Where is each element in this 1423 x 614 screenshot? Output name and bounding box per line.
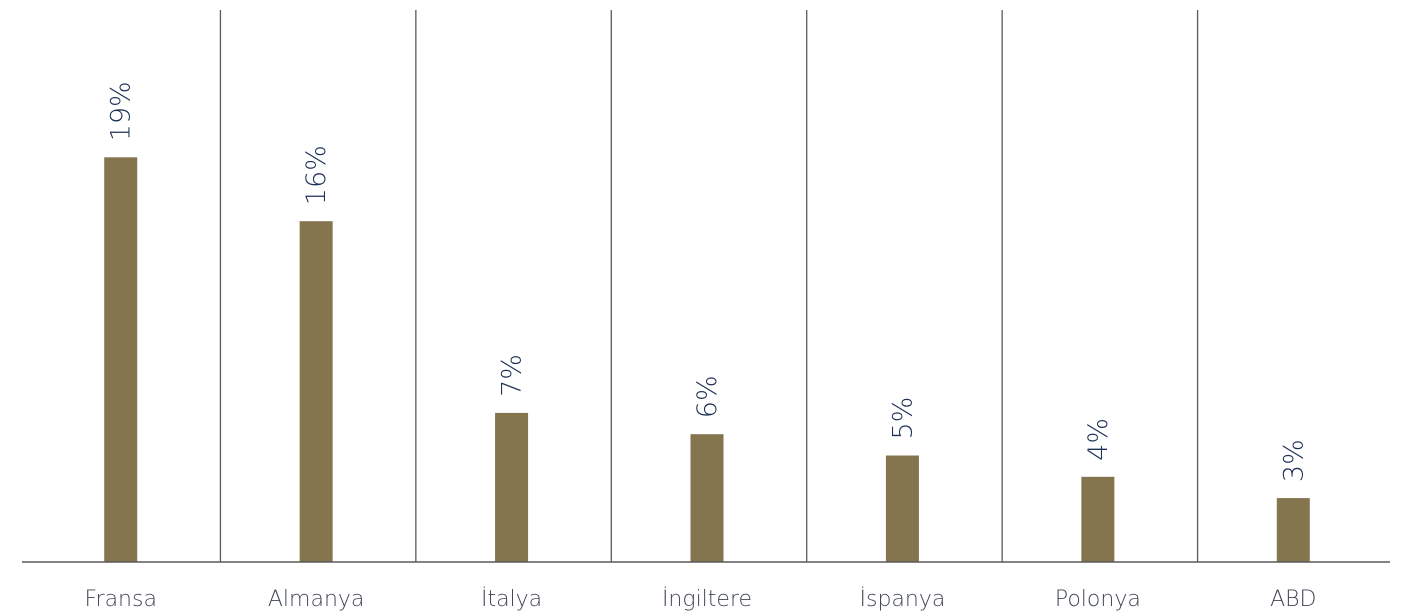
value-label: 6% [692, 375, 723, 418]
bar [495, 412, 529, 562]
bar [1276, 498, 1310, 562]
category-label: İtalya [481, 586, 542, 612]
category-label: Almanya [268, 587, 365, 612]
category-label: Polonya [1055, 587, 1141, 612]
bar [1081, 476, 1115, 562]
value-label: 5% [887, 397, 918, 440]
category-label: Fransa [84, 587, 156, 612]
value-label: 19% [106, 81, 137, 141]
category-label: ABD [1270, 587, 1316, 612]
value-labels: 19% 16% 7% 6% 5% 4% 3% [106, 81, 1310, 482]
bar [690, 434, 724, 562]
bar [299, 221, 333, 562]
category-separators [219, 10, 1199, 562]
category-label: İspanya [860, 586, 946, 612]
value-label: 7% [497, 354, 528, 397]
value-label: 4% [1083, 418, 1114, 461]
bar [885, 455, 919, 562]
bar [104, 157, 138, 563]
bars [104, 157, 1310, 563]
value-label: 3% [1278, 439, 1309, 482]
value-label: 16% [301, 145, 332, 205]
category-labels: Fransa Almanya İtalya İngiltere İspanya Polon… [84, 586, 1316, 612]
category-label: İngiltere [662, 586, 752, 612]
